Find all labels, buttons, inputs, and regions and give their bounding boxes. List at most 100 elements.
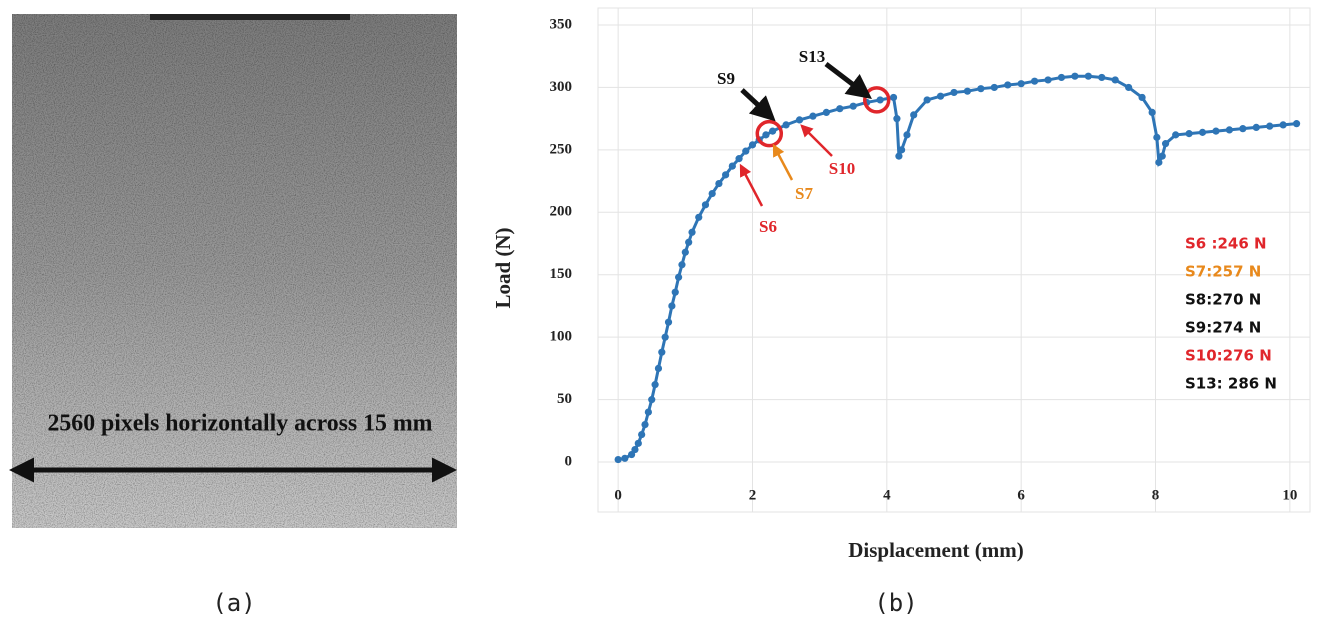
data-point	[910, 111, 918, 119]
data-point	[735, 155, 743, 163]
data-point	[1084, 72, 1092, 80]
annotation-arrow	[740, 88, 776, 122]
data-point	[1158, 152, 1166, 160]
data-point	[963, 87, 972, 95]
note-text: S10:276 N	[1185, 347, 1272, 365]
annotation-arrow	[739, 163, 764, 207]
annotation-arrow	[824, 62, 872, 100]
data-point	[688, 228, 696, 236]
note-text: S6 :246 N	[1185, 235, 1267, 253]
x-tick-label: 4	[883, 487, 891, 503]
data-point	[950, 88, 958, 97]
data-point	[634, 439, 642, 447]
data-point	[668, 302, 676, 310]
data-point	[849, 102, 857, 110]
data-point	[701, 201, 710, 209]
y-tick-label: 0	[565, 453, 573, 469]
data-point	[893, 115, 901, 123]
scale-annotation: 2560 pixels horizontally across 15 mm	[48, 411, 433, 437]
data-point	[1185, 130, 1193, 138]
data-point	[1155, 158, 1163, 166]
data-point	[1057, 73, 1066, 82]
data-point	[614, 455, 622, 464]
y-axis-title: Load (N)	[491, 227, 515, 308]
panel-a: 2560 pixels horizontally across 15 mm (a…	[9, 14, 457, 617]
data-point	[769, 127, 777, 135]
data-point	[664, 318, 673, 326]
x-tick-label: 2	[749, 487, 757, 503]
data-point	[1161, 140, 1170, 148]
data-point	[977, 85, 985, 93]
y-tick-label: 250	[550, 141, 573, 157]
annotation-label: S10	[829, 159, 855, 178]
data-point	[1292, 120, 1301, 128]
data-point	[1017, 80, 1025, 88]
data-point	[748, 141, 757, 149]
note-text: S9:274 N	[1185, 319, 1261, 337]
x-tick-label: 0	[614, 487, 622, 503]
data-point	[1153, 133, 1161, 141]
data-point	[638, 430, 646, 439]
data-point	[895, 152, 903, 160]
annotation-label: S13	[799, 47, 825, 66]
data-point	[661, 333, 669, 341]
data-point	[936, 92, 945, 100]
data-point	[898, 146, 906, 154]
note-text: S8:270 N	[1185, 291, 1261, 309]
plot-area	[597, 7, 1311, 513]
data-point	[695, 213, 703, 221]
data-point	[1172, 131, 1180, 139]
highlight-ring	[755, 119, 784, 148]
data-point	[621, 454, 629, 462]
data-point	[654, 364, 663, 372]
data-point	[1225, 126, 1233, 134]
data-point	[1098, 73, 1106, 82]
panel-label: (b)	[874, 589, 917, 617]
data-point	[728, 162, 736, 170]
annotation-arrow	[800, 124, 833, 157]
speckle	[12, 14, 457, 528]
data-point	[671, 288, 679, 296]
y-tick-label: 300	[550, 79, 573, 95]
data-point	[675, 273, 683, 281]
data-point	[1239, 125, 1247, 133]
data-point	[644, 408, 652, 416]
y-tick-label: 50	[557, 391, 572, 407]
data-point	[1111, 76, 1119, 84]
annotation-label: S9	[717, 69, 735, 88]
data-point	[1212, 127, 1220, 135]
data-point	[903, 131, 911, 139]
data-point	[715, 179, 723, 188]
x-tick-label: 10	[1282, 487, 1297, 503]
data-point	[708, 189, 716, 198]
data-point	[1252, 123, 1260, 131]
data-point	[641, 420, 649, 429]
y-tick-label: 350	[550, 16, 573, 32]
data-point	[651, 381, 659, 389]
data-point	[923, 96, 931, 104]
data-point	[1125, 83, 1133, 92]
data-point	[1004, 81, 1012, 89]
note-text: S7:257 N	[1185, 263, 1261, 281]
x-tick-label: 8	[1152, 487, 1160, 503]
data-point	[1148, 108, 1156, 117]
data-point	[990, 83, 998, 92]
data-point	[685, 238, 693, 246]
data-point	[795, 116, 804, 124]
data-point	[782, 121, 790, 129]
data-point	[1138, 93, 1146, 102]
data-point	[648, 396, 656, 404]
annotation-label: S6	[759, 217, 777, 236]
data-point	[681, 248, 689, 256]
data-point	[822, 108, 830, 117]
x-tick-label: 6	[1017, 487, 1025, 503]
data-point	[742, 147, 750, 155]
data-point	[1071, 72, 1079, 80]
y-tick-label: 200	[550, 204, 573, 220]
data-point	[809, 112, 817, 120]
data-point	[762, 131, 770, 139]
highlight-ring	[863, 86, 891, 114]
annotation-arrow	[772, 143, 794, 181]
y-tick-label: 100	[550, 329, 573, 345]
